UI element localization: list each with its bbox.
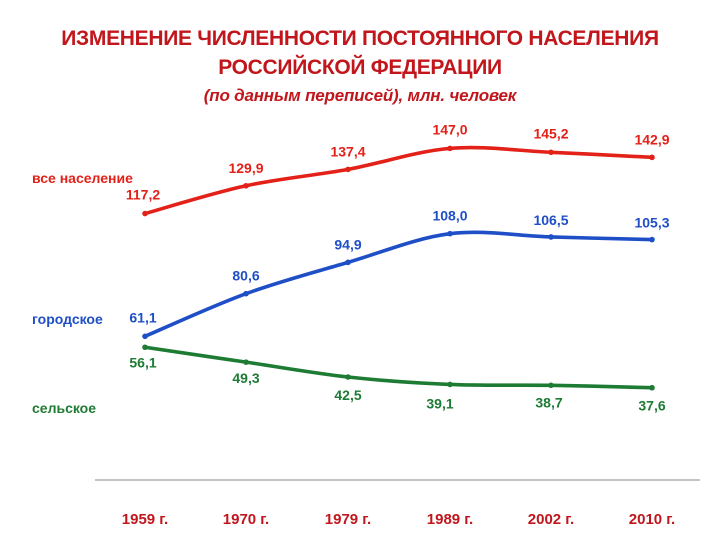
data-label: 108,0	[432, 208, 467, 224]
data-label: 147,0	[432, 121, 467, 137]
series-legend-label: городское	[32, 311, 103, 327]
data-label: 137,4	[330, 143, 365, 159]
data-point	[345, 259, 351, 266]
data-point	[548, 234, 554, 240]
chart-title-line-2: РОССИЙСКОЙ ФЕДЕРАЦИИ	[218, 56, 502, 79]
data-label: 80,6	[232, 268, 259, 284]
data-point	[649, 236, 655, 243]
chart-subtitle: (по данным переписей), млн. человек	[203, 86, 517, 105]
series-line	[143, 345, 654, 390]
data-label: 117,2	[126, 187, 160, 203]
data-label: 106,5	[533, 212, 568, 228]
data-label: 94,9	[334, 236, 361, 252]
data-point	[243, 182, 249, 189]
data-point	[548, 149, 554, 156]
data-label: 37,6	[638, 398, 665, 414]
data-label: 42,5	[334, 387, 361, 403]
data-label: 49,3	[232, 370, 259, 386]
data-label: 105,3	[634, 215, 669, 231]
x-tick-label: 1970 г.	[223, 511, 269, 528]
data-point	[345, 166, 351, 173]
data-point	[142, 210, 148, 217]
data-point	[142, 333, 148, 340]
data-label: 56,1	[129, 354, 156, 370]
chart-title-block: ИЗМЕНЕНИЕ ЧИСЛЕННОСТИ ПОСТОЯННОГО НАСЕЛЕ…	[0, 24, 720, 108]
x-tick-label: 2002 г.	[528, 511, 574, 528]
data-point	[447, 230, 453, 237]
data-point	[243, 359, 249, 365]
data-point	[447, 381, 453, 388]
data-point	[447, 145, 453, 152]
data-label: 39,1	[426, 395, 453, 411]
data-point	[345, 374, 351, 380]
data-label: 129,9	[228, 160, 263, 176]
x-tick-label: 2010 г.	[629, 511, 675, 528]
data-label: 61,1	[129, 309, 156, 325]
series-legend-label: сельское	[32, 400, 96, 416]
x-tick-label: 1989 г.	[427, 511, 473, 528]
chart-title-line-1: ИЗМЕНЕНИЕ ЧИСЛЕННОСТИ ПОСТОЯННОГО НАСЕЛЕ…	[61, 27, 659, 50]
data-point	[649, 154, 655, 161]
data-label: 145,2	[533, 125, 568, 141]
data-label: 38,7	[535, 394, 562, 410]
x-tick-label: 1959 г.	[122, 511, 168, 528]
series-line	[143, 230, 654, 339]
series-legend-label: все население	[32, 170, 133, 186]
data-point	[142, 344, 148, 351]
data-point	[649, 384, 655, 391]
x-tick-label: 1979 г.	[325, 511, 371, 528]
data-point	[548, 382, 554, 389]
data-label: 142,9	[634, 131, 669, 147]
data-point	[243, 290, 249, 297]
series-line	[143, 145, 654, 216]
